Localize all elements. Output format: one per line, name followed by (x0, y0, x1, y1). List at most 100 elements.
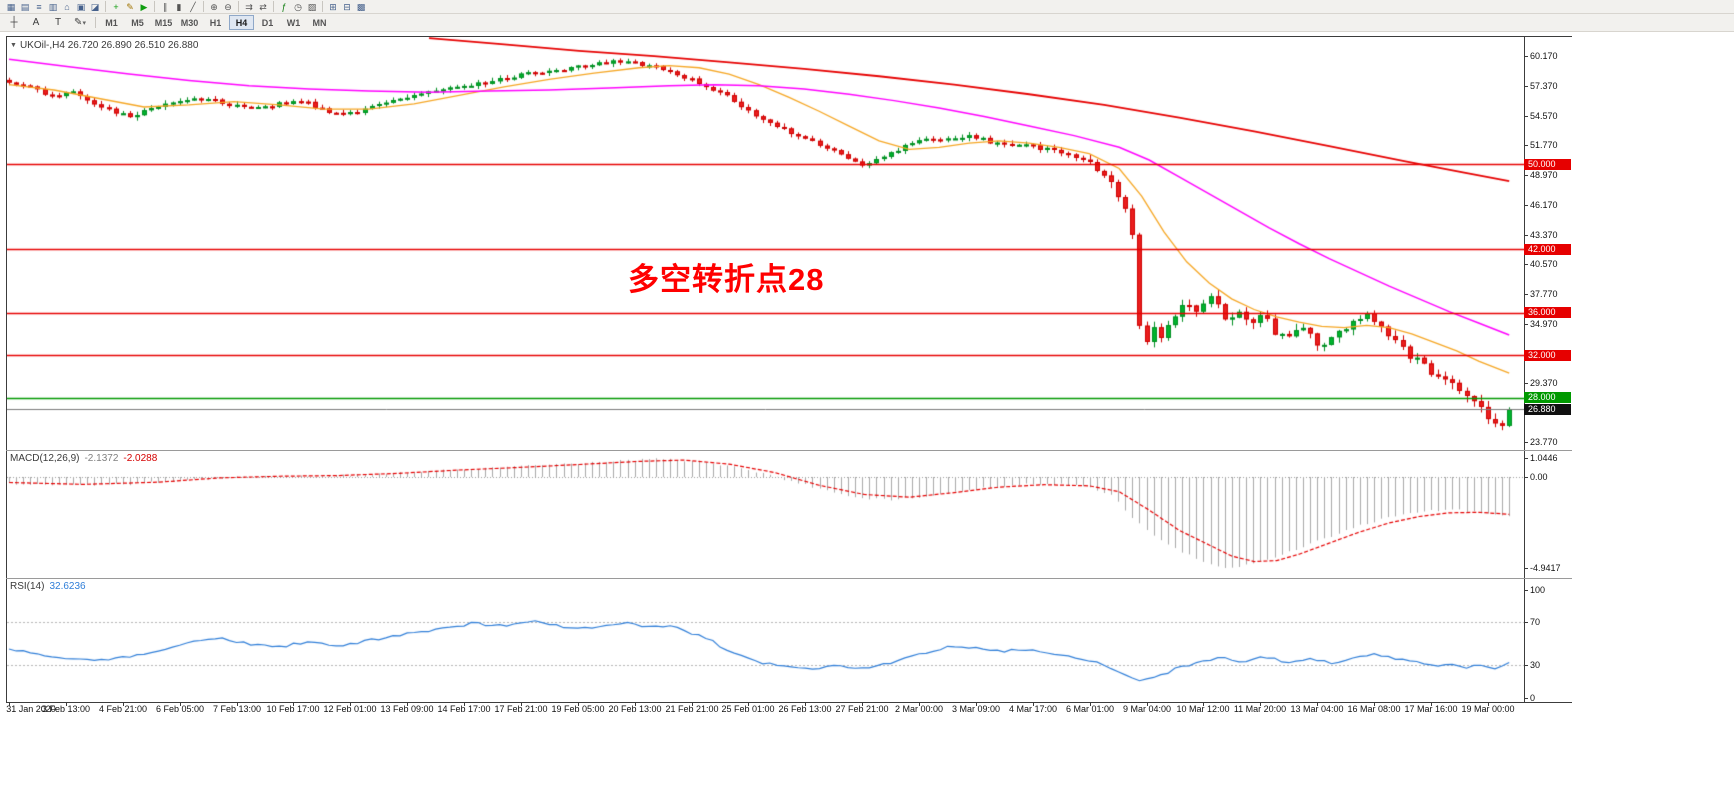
metaeditor-button[interactable]: ✎ (126, 1, 134, 12)
zoom-out-button[interactable]: ⊖ (224, 1, 232, 12)
time-scale-tick (1488, 702, 1489, 706)
date-label: 3 Feb 13:00 (41, 704, 91, 714)
timeframe-m1-button[interactable]: M1 (105, 18, 118, 28)
timeframe-m15-button[interactable]: M15 (154, 18, 173, 28)
auto-scroll-button[interactable]: ⇉ (245, 1, 253, 12)
time-scale-tick (578, 702, 579, 706)
date-label: 7 Feb 13:00 (212, 704, 262, 714)
terminal-button[interactable]: ▣ (76, 1, 86, 12)
ohlc-values: 26.720 26.890 26.510 26.880 (67, 40, 199, 51)
time-scale-tick (1374, 702, 1375, 706)
toolbar-separator (238, 1, 239, 12)
chart-frame-top (6, 36, 1572, 37)
scale-tick (1524, 324, 1528, 325)
data-window-button[interactable]: ▥ (48, 1, 58, 12)
tile-horizontal-button[interactable]: ⊟ (343, 1, 351, 12)
chart-annotation-text[interactable]: 多空转折点28 (628, 262, 825, 297)
chart-toolbar: ┼ A T ✎▾ M1 M5 M15 M30 H1 H4 D1 W1 MN (0, 14, 1734, 32)
date-label: 10 Mar 12:00 (1176, 704, 1230, 714)
timeframe-w1-button[interactable]: W1 (286, 18, 301, 28)
tile-windows-button[interactable]: ⊞ (329, 1, 337, 12)
text-label-tool-button[interactable]: A (32, 17, 40, 28)
time-scale-tick (1090, 702, 1091, 706)
symbol-period-label: UKOil-,H4 (19, 40, 65, 51)
date-label: 20 Feb 13:00 (608, 704, 662, 714)
current-price-badge: 26.880 (1524, 404, 1571, 415)
date-label: 3 Mar 09:00 (951, 704, 1001, 714)
price-scale-label: 54.570 (1530, 111, 1558, 121)
timeframe-m5-button[interactable]: M5 (131, 18, 144, 28)
chevron-down-icon: ▾ (82, 20, 86, 27)
date-label: 6 Mar 01:00 (1065, 704, 1115, 714)
line-chart-mode-button[interactable]: ╱ (190, 1, 196, 12)
market-watch-button[interactable]: ≡ (36, 1, 42, 12)
scale-tick (1524, 205, 1528, 206)
date-label: 25 Feb 01:00 (721, 704, 775, 714)
new-order-button[interactable]: + (113, 1, 119, 12)
date-label: 12 Feb 01:00 (323, 704, 377, 714)
bar-chart-mode-button[interactable]: ∥ (162, 1, 168, 12)
draw-tools-dropdown-button[interactable]: ✎▾ (74, 17, 86, 28)
main-toolbar: ▦ ▤ ≡ ▥ ⌂ ▣ ◪ + ✎ ▶ ∥ ▮ ╱ ⊕ ⊖ ⇉ ⇄ ƒ ◷ ▨ ⊞ ⊟ ▩ (0, 0, 1734, 14)
price-scale-label: 40.570 (1530, 259, 1558, 269)
toolbar-separator (322, 1, 323, 12)
chart-profiles-button[interactable]: ▤ (20, 1, 30, 12)
price-chart-canvas[interactable] (7, 37, 1524, 450)
date-label: 26 Feb 13:00 (778, 704, 832, 714)
zoom-in-button[interactable]: ⊕ (210, 1, 218, 12)
scale-tick (1524, 442, 1528, 443)
price-scale[interactable]: 60.170 57.370 54.570 51.770 48.970 46.170 43.3… (1524, 0, 1573, 797)
chart-frame-right (1524, 36, 1525, 702)
time-scale-tick (1147, 702, 1148, 706)
price-scale-label: 43.370 (1530, 230, 1558, 240)
chart-header: ▼ UKOil-,H4 26.720 26.890 26.510 26.880 (10, 40, 198, 51)
panel-splitter-rsi[interactable] (6, 578, 1572, 579)
time-scale-tick (293, 702, 294, 706)
scale-tick (1524, 145, 1528, 146)
date-label: 21 Feb 21:00 (665, 704, 719, 714)
strategy-tester-button[interactable]: ◪ (90, 1, 100, 12)
templates-button[interactable]: ▨ (307, 1, 317, 12)
ohlc-collapse-arrow-icon[interactable]: ▼ (10, 42, 17, 49)
scale-tick (1524, 264, 1528, 265)
crosshair-tool-button[interactable]: ┼ (10, 17, 18, 28)
toolbar-separator (273, 1, 274, 12)
rsi-scale-label: 70 (1530, 617, 1541, 627)
new-chart-button[interactable]: ▦ (6, 1, 16, 12)
rsi-value: 32.6236 (49, 581, 86, 592)
time-scale-tick (976, 702, 977, 706)
time-scale[interactable]: 31 Jan 2020 3 Feb 13:00 4 Feb 21:00 6 Feb 0… (0, 704, 1734, 716)
autotrading-button[interactable]: ▶ (140, 1, 148, 12)
panel-splitter-macd[interactable] (6, 450, 1572, 451)
scale-tick (1524, 235, 1528, 236)
macd-header: MACD(12,26,9) -2.1372 -2.0288 (10, 453, 157, 464)
cascade-windows-button[interactable]: ▩ (356, 1, 366, 12)
scale-tick (1524, 383, 1528, 384)
price-scale-label: 29.370 (1530, 378, 1558, 388)
price-scale-label: 60.170 (1530, 51, 1558, 61)
toolbar-separator (154, 1, 155, 12)
chart-shift-button[interactable]: ⇄ (259, 1, 267, 12)
line-studies-group: ┼ A T ✎▾ (4, 15, 92, 30)
rsi-scale-label: 30 (1530, 660, 1541, 670)
timeframe-m30-button[interactable]: M30 (180, 18, 199, 28)
timeframe-mn-button[interactable]: MN (312, 18, 327, 28)
navigator-button[interactable]: ⌂ (64, 1, 70, 12)
timeframe-d1-button[interactable]: D1 (261, 18, 274, 28)
macd-scale-label: 0.00 (1530, 472, 1548, 482)
candlestick-mode-button[interactable]: ▮ (176, 1, 182, 12)
indicators-button[interactable]: ƒ (281, 1, 287, 12)
rsi-scale-label: 0 (1530, 693, 1536, 703)
date-label: 4 Mar 17:00 (1008, 704, 1058, 714)
scale-tick (1524, 116, 1528, 117)
scale-tick (1524, 477, 1528, 478)
date-label: 14 Feb 17:00 (437, 704, 491, 714)
timeframe-h1-button[interactable]: H1 (209, 18, 222, 28)
template-tool-button[interactable]: T (54, 17, 62, 28)
rsi-indicator-canvas[interactable] (7, 579, 1524, 702)
timeframe-h4-button[interactable]: H4 (229, 15, 254, 30)
level-price-badge: 36.000 (1524, 307, 1571, 318)
macd-indicator-canvas[interactable] (7, 451, 1524, 578)
periods-button[interactable]: ◷ (294, 1, 302, 12)
time-scale-tick (1203, 702, 1204, 706)
